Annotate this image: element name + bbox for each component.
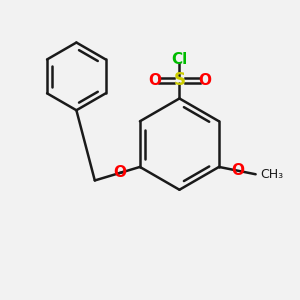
Text: O: O — [114, 165, 127, 180]
Text: O: O — [148, 73, 161, 88]
Text: S: S — [173, 71, 185, 89]
Text: O: O — [198, 73, 211, 88]
Text: O: O — [231, 163, 244, 178]
Text: CH₃: CH₃ — [260, 168, 283, 181]
Text: Cl: Cl — [171, 52, 188, 67]
